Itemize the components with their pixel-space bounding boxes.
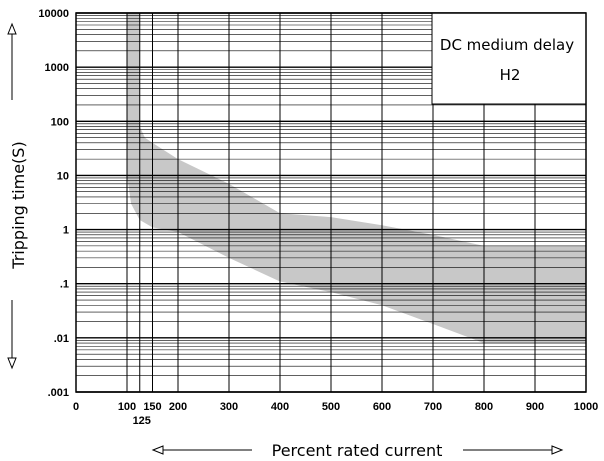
plot-frame xyxy=(75,12,587,393)
x-axis-title: Percent rated current xyxy=(272,441,443,460)
x-tick-label: 500 xyxy=(322,401,340,413)
legend-box xyxy=(431,12,587,105)
x-tick-label: 0 xyxy=(73,401,79,413)
y-tick-label: 1 xyxy=(63,225,69,237)
x-tick-label: 700 xyxy=(424,401,442,413)
legend-title: DC medium delay xyxy=(440,36,574,54)
y-axis-title: Tripping time(S) xyxy=(9,141,28,269)
legend-subtitle: H2 xyxy=(500,66,521,84)
x-tick-label: 400 xyxy=(271,401,289,413)
x-tick-label: 300 xyxy=(220,401,238,413)
right-arrow-icon xyxy=(463,445,564,455)
x-tick-label: 800 xyxy=(475,401,493,413)
trip-band-area xyxy=(127,13,586,344)
x-tick-label: 900 xyxy=(526,401,544,413)
up-arrow-icon xyxy=(7,22,17,100)
trip-band-layer xyxy=(127,13,586,344)
x-tick-label: 600 xyxy=(373,401,391,413)
y-tick-labels: 10000 1000 100 10 1 .1 .01 .001 xyxy=(38,8,69,399)
y-tick-label: .001 xyxy=(48,387,69,399)
x-tick-label: 200 xyxy=(169,401,187,413)
y-tick-label: 10000 xyxy=(38,8,69,20)
down-arrow-icon xyxy=(7,300,17,370)
x-tick-labels: 0 100 150 200 300 400 500 600 700 800 900 1000 125 xyxy=(73,401,598,427)
y-tick-label: 1000 xyxy=(45,62,69,74)
x-tick-label: 150 xyxy=(143,401,161,413)
left-arrow-icon xyxy=(151,445,252,455)
y-tick-label: .01 xyxy=(54,333,69,345)
y-tick-label: .1 xyxy=(60,279,69,291)
x-tick-label-secondary: 125 xyxy=(133,415,151,427)
y-tick-label: 100 xyxy=(51,116,69,128)
x-tick-label: 100 xyxy=(118,401,136,413)
x-tick-label: 1000 xyxy=(574,401,598,413)
y-tick-label: 10 xyxy=(57,170,69,182)
